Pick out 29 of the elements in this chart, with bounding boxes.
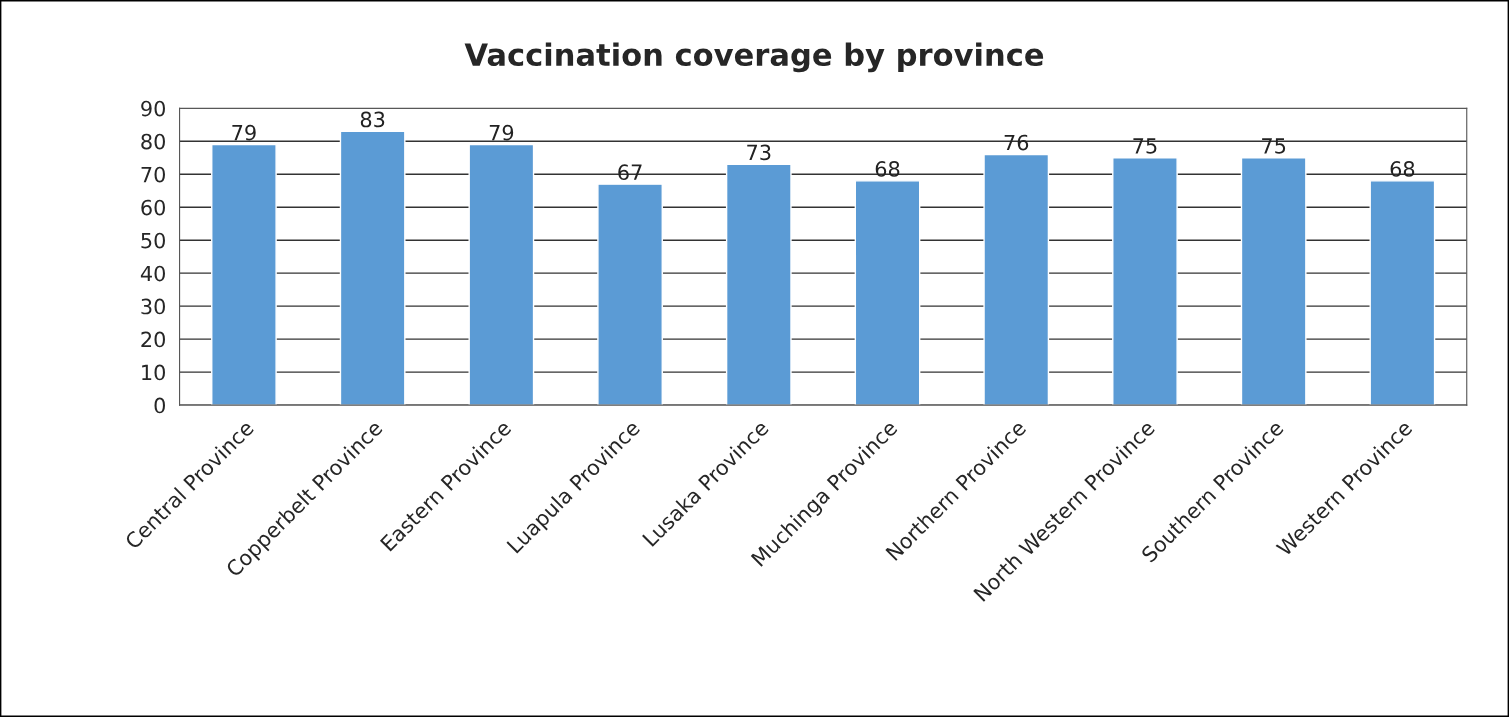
- bar: [339, 130, 406, 406]
- bar: [725, 163, 792, 406]
- y-tick-label: 0: [154, 397, 165, 414]
- bar: [854, 180, 921, 406]
- y-tick-label: 80: [141, 133, 165, 150]
- y-tick-label: 10: [142, 364, 165, 381]
- data-label: 68: [1390, 161, 1415, 177]
- y-tick-label: 90: [141, 100, 165, 117]
- y-tick-label: 70: [141, 166, 165, 183]
- y-tick-label: 40: [140, 265, 165, 282]
- data-label: 79: [232, 124, 256, 141]
- y-tick-label: 30: [141, 298, 165, 315]
- bar: [1240, 157, 1307, 406]
- y-tick-label: 20: [141, 331, 165, 348]
- bar: [211, 143, 277, 406]
- bar: [1369, 180, 1436, 406]
- y-tick-label: 50: [141, 232, 165, 249]
- bar: [597, 183, 663, 406]
- y-tick-label: 60: [141, 199, 165, 216]
- data-label: 73: [747, 144, 771, 161]
- bar: [983, 153, 1050, 406]
- bar: [1112, 157, 1178, 406]
- data-label: 68: [875, 161, 900, 177]
- bar: [468, 143, 535, 406]
- data-label: 75: [1133, 138, 1157, 154]
- data-label: 79: [489, 124, 514, 141]
- data-label: 75: [1262, 138, 1286, 154]
- chart-title: Vaccination coverage by province: [464, 42, 1044, 73]
- data-label: 83: [360, 111, 385, 128]
